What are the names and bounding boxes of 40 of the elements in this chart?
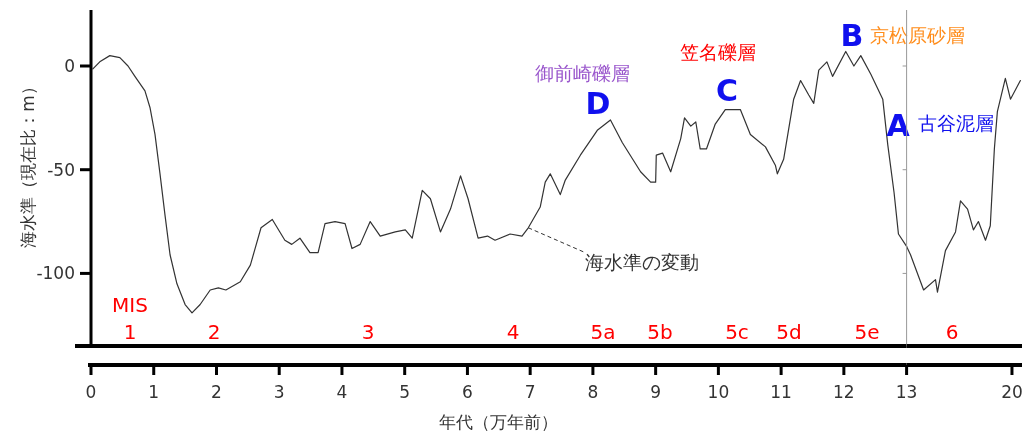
annotation: 5b [647,320,673,344]
annotation: 2 [207,320,221,344]
annotation: C [715,72,739,108]
y-axis-title: 海水準（現在比：m） [18,78,38,248]
x-tick-label: 0 [85,382,97,402]
x-tick-label: 12 [833,382,855,402]
annotation: 京松原砂層 [870,24,965,46]
x-tick-label: 13 [895,382,918,402]
x-tick-label: 11 [770,382,792,402]
annotation: 3 [361,320,375,344]
x-tick-label: 8 [587,382,599,402]
annotation: MIS [112,293,148,317]
y-tick-label: -50 [47,159,75,180]
annotation: 5a [590,320,616,344]
x-axis-title: 年代（万年前） [439,412,559,432]
x-tick-label: 7 [524,382,536,402]
annotation: 海水準の変動 [585,250,700,273]
x-tick-label: 10 [707,382,730,402]
annotation: 古谷泥層 [918,112,994,134]
x-tick-label: 4 [336,382,348,402]
annotation: 5e [854,320,880,344]
annotation: 5c [725,320,749,344]
y-tick-label: 0 [64,56,75,76]
x-tick-label: 3 [273,382,285,402]
y-tick-label: -100 [36,263,75,284]
annotation: 笠名礫層 [680,41,756,63]
x-tick-label: 2 [211,382,222,402]
x-tick-label: 5 [399,382,411,402]
annotation: 1 [123,320,137,344]
annotation: 6 [945,320,959,344]
annotation: B [840,17,864,53]
annotation: 御前崎礫層 [535,62,630,84]
x-tick-label: 20 [1001,382,1022,402]
x-tick-label: 1 [148,382,160,402]
annotation: A [886,107,911,143]
annotation: 5d [776,320,802,344]
annotation: D [585,85,611,121]
x-tick-label: 9 [650,382,662,402]
annotation: 4 [506,320,520,344]
x-tick-label: 6 [462,382,473,402]
